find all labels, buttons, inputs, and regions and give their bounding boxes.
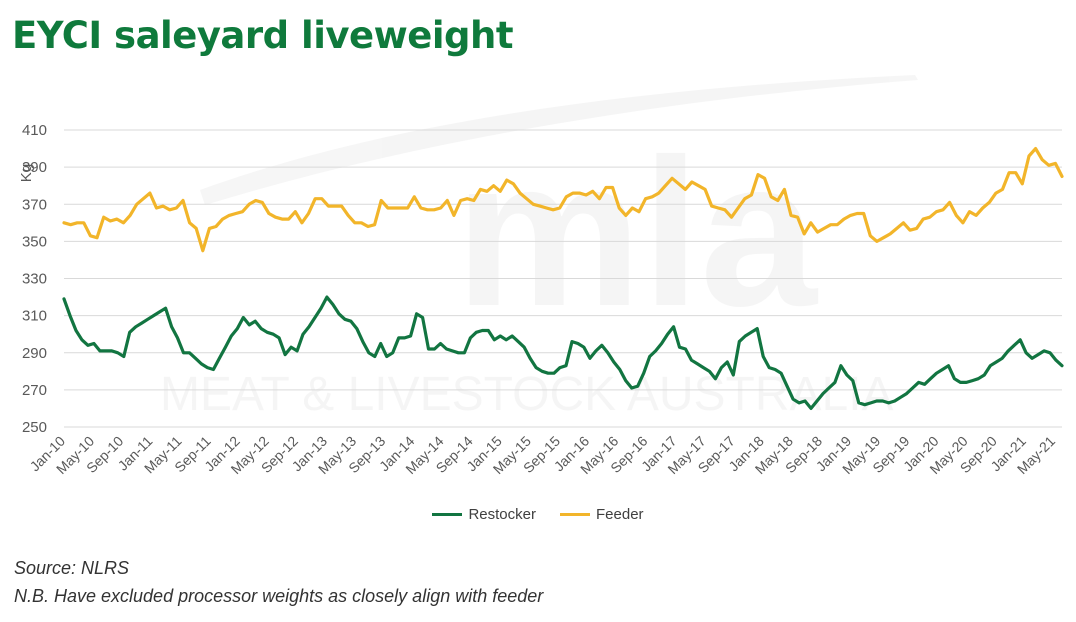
restocker-swatch <box>432 513 463 516</box>
mla-watermark: mla MEAT & LIVESTOCK AUSTRALIA <box>160 75 918 421</box>
footnote: N.B. Have excluded processor weights as … <box>14 586 544 606</box>
y-tick-label: 270 <box>22 382 47 399</box>
legend-item-restocker: Restocker <box>432 506 536 523</box>
line-chart: mla MEAT & LIVESTOCK AUSTRALIA 250 270 290… <box>18 75 1064 478</box>
chart-title: EYCI saleyard liveweight <box>12 14 514 57</box>
y-axis-label: Kg <box>18 164 35 182</box>
legend-item-feeder: Feeder <box>560 506 644 523</box>
x-axis: Jan-10May-10Sep-10Jan-11May-11Sep-11Jan-… <box>27 433 1059 477</box>
watermark-logo: mla <box>455 115 819 350</box>
series-lines <box>62 147 1064 410</box>
legend: Restocker Feeder <box>0 506 1076 523</box>
y-tick-label: 390 <box>22 159 47 176</box>
source-note: Source: NLRS <box>14 558 130 578</box>
legend-label-feeder: Feeder <box>596 506 644 523</box>
y-tick-label: 330 <box>22 271 47 288</box>
y-tick-label: 350 <box>22 233 47 250</box>
legend-label-restocker: Restocker <box>468 506 536 523</box>
gridlines <box>64 129 1062 428</box>
y-tick-label: 410 <box>22 122 47 139</box>
restocker-line <box>62 295 1064 410</box>
watermark-text: MEAT & LIVESTOCK AUSTRALIA <box>160 368 894 421</box>
y-tick-label: 250 <box>22 419 47 436</box>
y-tick-label: 370 <box>22 196 47 213</box>
y-tick-label: 310 <box>22 308 47 325</box>
feeder-swatch <box>560 513 590 516</box>
feeder-line <box>62 147 1064 253</box>
y-tick-label: 290 <box>22 345 47 362</box>
y-axis: 250 270 290 310 330 350 370 390 410 <box>22 122 47 436</box>
